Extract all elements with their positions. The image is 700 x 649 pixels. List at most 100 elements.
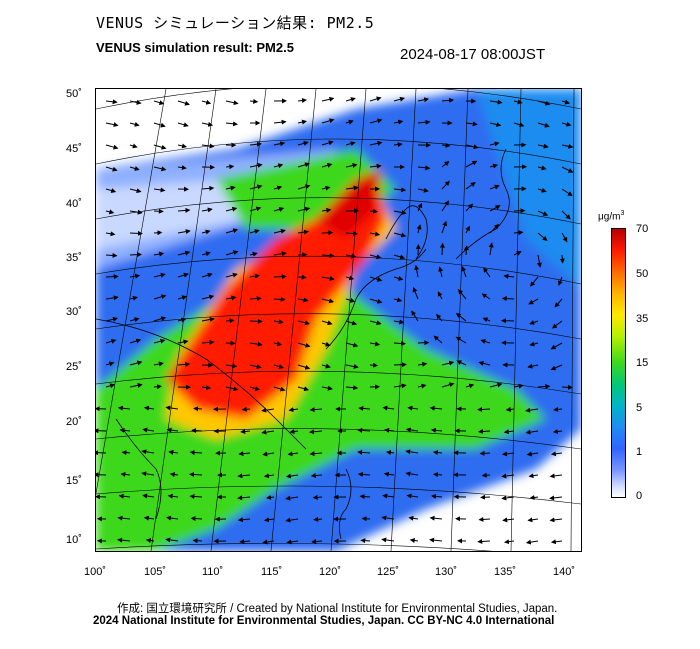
concentration-field	[96, 89, 581, 551]
wind-arrow	[105, 252, 118, 258]
wind-arrow	[225, 363, 238, 369]
wind-arrow	[481, 472, 491, 478]
wind-arrow	[381, 537, 395, 543]
wind-arrow	[429, 537, 443, 543]
wind-arrow	[249, 98, 259, 104]
wind-arrow	[297, 342, 311, 348]
lat-label: 10˚	[66, 534, 82, 546]
wind-arrow	[526, 451, 539, 457]
wind-arrow	[177, 250, 191, 256]
wind-arrow	[478, 516, 491, 522]
wind-arrow	[369, 140, 383, 146]
wind-arrow	[436, 313, 443, 322]
wind-arrow	[273, 228, 286, 234]
wind-arrow	[501, 296, 515, 302]
wind-arrow	[361, 516, 371, 522]
wind-arrow	[482, 317, 491, 323]
wind-arrow	[168, 449, 179, 455]
wind-arrow	[561, 384, 573, 390]
wind-arrow	[189, 449, 203, 455]
wind-arrow	[201, 229, 211, 235]
wind-arrow	[405, 449, 419, 455]
wind-arrow	[177, 339, 189, 345]
wind-arrow	[273, 364, 284, 369]
wind-arrow	[105, 209, 115, 215]
wind-arrow	[393, 210, 407, 215]
wind-arrow	[249, 251, 258, 257]
wind-arrow	[489, 382, 503, 388]
wind-arrow	[129, 360, 143, 366]
wind-arrow	[153, 230, 163, 236]
wind-arrow	[129, 273, 141, 279]
wind-arrow	[297, 320, 310, 326]
wind-arrow	[177, 229, 191, 235]
wind-arrow	[529, 341, 539, 347]
wind-arrow	[529, 495, 539, 500]
wind-arrow	[153, 294, 167, 300]
wind-arrow	[201, 251, 211, 257]
wind-arrow	[393, 96, 405, 102]
wind-arrow	[153, 384, 162, 390]
wind-arrow	[105, 274, 119, 280]
wind-arrow	[321, 275, 335, 281]
wind-arrow	[414, 264, 420, 278]
wind-arrow	[489, 184, 500, 190]
lon-label: 135˚	[494, 566, 517, 578]
wind-arrow	[525, 429, 539, 435]
wind-arrow	[369, 163, 382, 169]
wind-arrow	[369, 231, 381, 237]
wind-arrow	[477, 538, 491, 544]
wind-arrow	[393, 119, 404, 125]
wind-arrow	[503, 273, 515, 279]
colorbar-unit: μg/m3	[598, 210, 625, 223]
wind-arrow	[561, 188, 573, 197]
wind-arrow	[177, 295, 188, 301]
wind-arrow	[345, 385, 359, 391]
wind-arrow	[536, 254, 542, 268]
wind-arrow	[465, 383, 475, 389]
wind-arrow	[153, 100, 165, 105]
wind-arrow	[105, 122, 119, 128]
colorbar-tick: 50	[636, 268, 649, 280]
wind-arrow	[297, 162, 310, 168]
wind-arrow	[553, 406, 563, 412]
wind-arrow	[165, 405, 179, 411]
wind-arrow	[237, 473, 251, 479]
wind-arrow	[225, 164, 235, 170]
wind-arrow	[190, 516, 203, 522]
wind-arrow	[129, 382, 143, 388]
wind-arrow	[273, 251, 287, 257]
wind-arrow	[438, 266, 444, 278]
wind-arrow	[129, 143, 138, 149]
lat-label: 15˚	[66, 475, 82, 487]
wind-arrow	[369, 118, 383, 124]
wind-arrow	[321, 140, 334, 146]
wind-arrow	[549, 517, 563, 523]
colorbar	[611, 228, 626, 498]
wind-arrow	[561, 166, 574, 173]
wind-arrow	[143, 405, 155, 411]
wind-arrow	[549, 473, 563, 479]
wind-arrow	[121, 450, 131, 456]
wind-arrow	[261, 407, 275, 413]
wind-arrow	[369, 208, 379, 214]
wind-arrow	[561, 210, 571, 220]
wind-arrow	[177, 143, 187, 149]
wind-arrow	[297, 119, 307, 125]
wind-arrow	[537, 210, 549, 216]
wind-arrow	[489, 205, 501, 212]
wind-arrow	[465, 182, 476, 190]
wind-arrow	[249, 318, 263, 324]
wind-arrow	[201, 207, 213, 213]
wind-arrow	[393, 319, 405, 325]
wind-arrow	[321, 320, 333, 326]
wind-arrow	[478, 428, 491, 434]
wind-arrow	[417, 97, 430, 103]
wind-arrow	[359, 494, 371, 500]
wind-arrow	[369, 298, 383, 304]
wind-arrow	[412, 286, 419, 300]
colorbar-tick: 5	[636, 402, 643, 414]
colorbar-tick: 0	[636, 490, 643, 502]
wind-arrow	[345, 97, 356, 102]
wind-arrow	[552, 429, 563, 434]
